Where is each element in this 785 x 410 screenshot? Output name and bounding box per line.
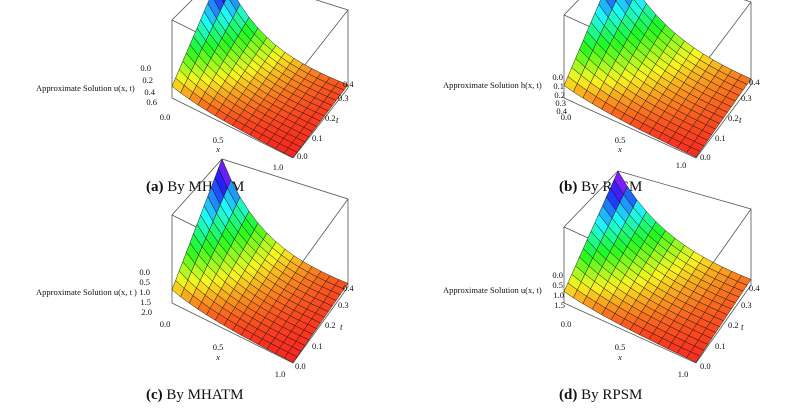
t-tick-label: 0.1 xyxy=(312,341,323,351)
z-tick-label: 1.0 xyxy=(553,290,564,300)
z-tick-label: 0.0 xyxy=(140,63,151,73)
x-axis-label: x xyxy=(617,144,622,154)
z-axis-label: Approximate Solution u(x, t) xyxy=(443,285,542,295)
box-floor-edge xyxy=(171,87,349,159)
t-tick-label: 0.0 xyxy=(700,361,711,371)
x-tick-label: 0.5 xyxy=(615,342,626,352)
box-floor-edge xyxy=(171,286,349,364)
x-tick-label: 0.0 xyxy=(160,112,171,122)
surface-mesh xyxy=(563,0,752,158)
surface-plot-d: Approximate Solution u(x, t)0.00.51.01.5… xyxy=(443,170,760,379)
z-axis-label: Approximate Solution u(x, t ) xyxy=(36,287,137,297)
x-axis-label: x xyxy=(215,144,220,154)
surface-plot-b: Approximate Solution h(x, t)0.00.10.20.3… xyxy=(443,0,760,170)
z-tick-label: 0.4 xyxy=(556,106,567,116)
t-axis-label: t xyxy=(739,115,742,125)
t-tick-label: 0.0 xyxy=(297,151,308,161)
t-tick-label: 0.3 xyxy=(741,300,752,310)
figure-panel-d: Approximate Solution u(x, t) 0.0 0.5 1.0 1.5… xyxy=(393,170,785,410)
t-tick-label: 0.3 xyxy=(338,93,349,103)
z-tick-label: 1.5 xyxy=(140,297,151,307)
surface-cell xyxy=(221,0,226,5)
t-tick-label: 0.2 xyxy=(325,113,336,123)
z-tick-label: 0.6 xyxy=(146,97,157,107)
figure-caption-c: (c) By MHATM xyxy=(146,387,244,404)
z-tick-label: 2.0 xyxy=(141,307,152,317)
t-tick-label: 0.4 xyxy=(749,283,760,293)
t-tick-label: 0.4 xyxy=(343,79,354,89)
surface-cell xyxy=(284,147,298,158)
surface-plot-c: Approximate Solution u(x, t )0.00.51.01.… xyxy=(36,158,354,379)
surface-mesh xyxy=(171,158,349,363)
x-tick-label: 1.0 xyxy=(678,369,689,379)
surface-cell xyxy=(686,146,701,158)
t-tick-label: 0.0 xyxy=(295,361,306,371)
x-tick-label: 0.0 xyxy=(561,319,572,329)
z-tick-label: 0.0 xyxy=(139,267,150,277)
z-tick-label: 0.4 xyxy=(144,87,155,97)
caption-label: (a) xyxy=(146,179,164,195)
z-tick-label: 0.2 xyxy=(554,90,565,100)
z-tick-label: 0.0 xyxy=(552,270,563,280)
figure-panel-c: Approximate Solution u(x, t ) 0.0 0.5 1.0 1.… xyxy=(0,158,392,410)
z-tick-label: 0.5 xyxy=(552,280,563,290)
t-tick-label: 0.4 xyxy=(749,77,760,87)
z-tick-label: 1.0 xyxy=(139,287,150,297)
t-tick-label: 0.0 xyxy=(700,152,711,162)
x-axis-label: x xyxy=(617,352,622,362)
t-axis-label: t xyxy=(741,322,744,332)
caption-label: (c) xyxy=(146,387,163,403)
surface-cell xyxy=(686,351,701,363)
t-tick-label: 0.3 xyxy=(741,93,752,103)
x-tick-label: 0.5 xyxy=(213,342,224,352)
figure-caption-d: (d) By RPSM xyxy=(559,387,642,404)
t-tick-label: 0.4 xyxy=(343,283,354,293)
x-axis-label: x xyxy=(215,352,220,362)
caption-text: By MHATM xyxy=(166,387,244,403)
surface-cell xyxy=(284,352,298,363)
figure-panel-a: Approximate Solution u(x, t) 0.0 0.2 0.4 0.6… xyxy=(0,0,392,200)
box-floor-edge xyxy=(563,84,752,159)
x-tick-label: 1.0 xyxy=(275,369,286,379)
t-tick-label: 0.3 xyxy=(338,300,349,310)
z-tick-label: 0.2 xyxy=(142,75,153,85)
x-tick-label: 0.0 xyxy=(160,319,171,329)
surface-mesh xyxy=(171,0,349,158)
z-tick-label: 0.3 xyxy=(555,98,566,108)
caption-text: By RPSM xyxy=(581,387,643,403)
x-tick-label: 0.0 xyxy=(561,112,572,122)
z-axis-label: Approximate Solution u(x, t) xyxy=(36,83,135,93)
t-tick-label: 0.2 xyxy=(728,320,739,330)
t-tick-label: 0.2 xyxy=(728,113,739,123)
surface-plot-a: Approximate Solution u(x, t)0.00.20.40.6… xyxy=(36,0,354,172)
t-axis-label: t xyxy=(340,322,343,332)
caption-label: (d) xyxy=(559,387,578,403)
surface-mesh xyxy=(563,170,752,363)
z-tick-label: 0.1 xyxy=(553,81,564,91)
t-tick-label: 0.1 xyxy=(715,133,726,143)
x-tick-label: 0.5 xyxy=(213,135,224,145)
figure-panel-b: Approximate Solution h(x, t) 0.0 0.1 0.2 0.3… xyxy=(393,0,785,200)
t-tick-label: 0.1 xyxy=(715,341,726,351)
t-tick-label: 0.2 xyxy=(325,320,336,330)
box-floor-edge xyxy=(563,284,752,364)
t-tick-label: 0.1 xyxy=(312,133,323,143)
z-axis-label: Approximate Solution h(x, t) xyxy=(443,80,542,90)
x-tick-label: 1.0 xyxy=(273,162,284,172)
z-tick-label: 0.0 xyxy=(552,72,563,82)
caption-label: (b) xyxy=(559,179,578,195)
t-axis-label: t xyxy=(336,115,339,125)
x-tick-label: 0.5 xyxy=(615,135,626,145)
z-tick-label: 0.5 xyxy=(139,277,150,287)
z-tick-label: 1.5 xyxy=(554,300,565,310)
x-tick-label: 1.0 xyxy=(676,160,687,170)
